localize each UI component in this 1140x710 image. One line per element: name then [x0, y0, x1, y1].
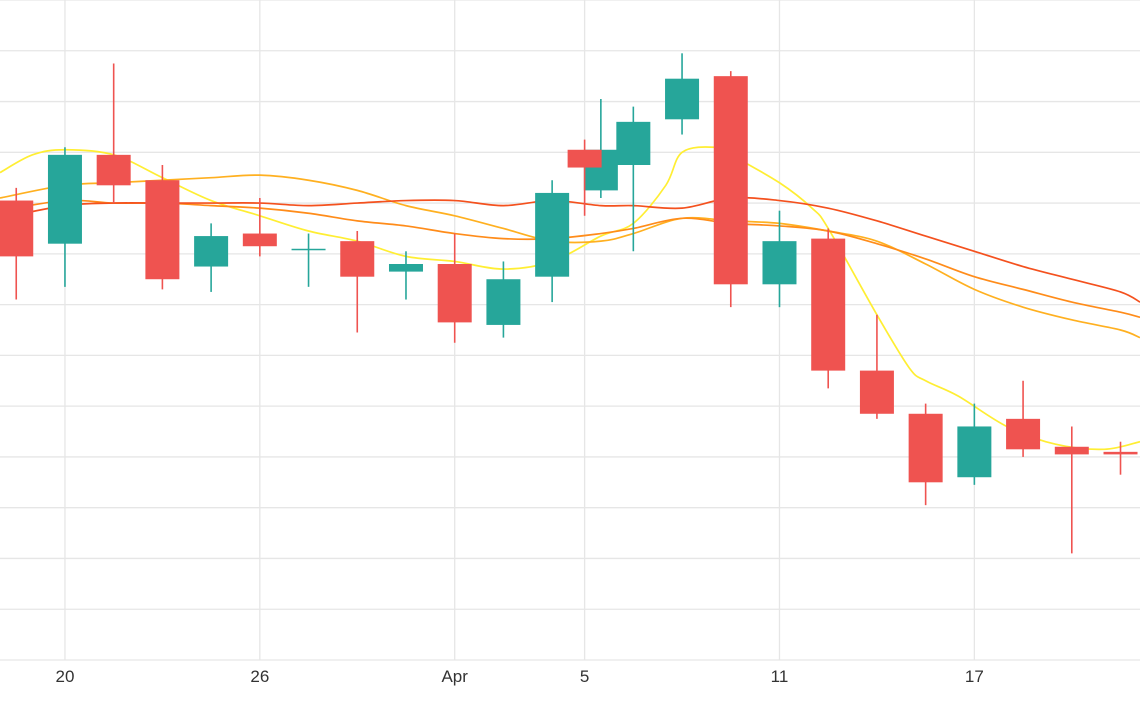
candle-down [242, 198, 277, 257]
x-tick-label: 26 [250, 667, 269, 686]
x-axis: 20 26 Apr 5 11 17 [55, 667, 983, 686]
candle-body [567, 149, 602, 168]
candle-down [567, 139, 602, 216]
candle-body [47, 154, 82, 244]
candle-body [665, 78, 700, 120]
candle-up [957, 403, 992, 485]
candle-body [1006, 418, 1041, 450]
grid-layer [0, 0, 1140, 661]
moving-average-line [0, 174, 1140, 339]
candle-up [388, 251, 423, 300]
candle-up [291, 233, 326, 287]
candle-down [1103, 441, 1138, 475]
moving-average-line [0, 146, 1140, 451]
candle-down [0, 187, 34, 300]
candle-body [486, 279, 521, 325]
candle-body [859, 370, 894, 414]
candle-down [908, 403, 943, 506]
x-tick-label: 17 [965, 667, 984, 686]
candle-body [388, 264, 423, 272]
moving-average-layer [0, 146, 1140, 451]
candle-down [96, 63, 131, 204]
candle-down [811, 228, 846, 389]
candle-body [96, 154, 131, 186]
candle-body [535, 192, 570, 277]
candle-body [242, 233, 277, 247]
candle-body [1054, 446, 1089, 455]
candle-body [145, 180, 180, 280]
candle-up [665, 53, 700, 135]
moving-average-line [0, 199, 1140, 319]
candle-up [486, 261, 521, 338]
candle-body [811, 238, 846, 371]
candle-body [1103, 451, 1138, 455]
candle-body [437, 264, 472, 323]
candle-up [762, 210, 797, 308]
candle-body [340, 241, 375, 277]
candle-down [437, 233, 472, 343]
candle-down [859, 314, 894, 419]
candle-up [583, 99, 618, 198]
candle-body [616, 121, 651, 165]
candle-body [713, 76, 748, 285]
candle-body [957, 426, 992, 478]
candle-down [340, 231, 375, 333]
x-tick-label: 20 [55, 667, 74, 686]
candle-body [0, 200, 34, 257]
candle-down [713, 71, 748, 308]
x-tick-label: 5 [580, 667, 589, 686]
candle-body [762, 241, 797, 285]
candle-up [47, 147, 82, 287]
candle-down [145, 165, 180, 290]
candle-up [616, 106, 651, 252]
candle-down [1054, 426, 1089, 554]
moving-average-line [0, 196, 1140, 303]
candle-up [194, 223, 229, 292]
candle-layer [0, 53, 1138, 554]
candle-body [908, 413, 943, 483]
candle-up [535, 180, 570, 303]
candle-down [1006, 380, 1041, 457]
candle-body [291, 248, 326, 251]
candle-body [194, 236, 229, 267]
x-tick-label: 11 [771, 667, 789, 686]
x-tick-label: Apr [441, 667, 468, 686]
